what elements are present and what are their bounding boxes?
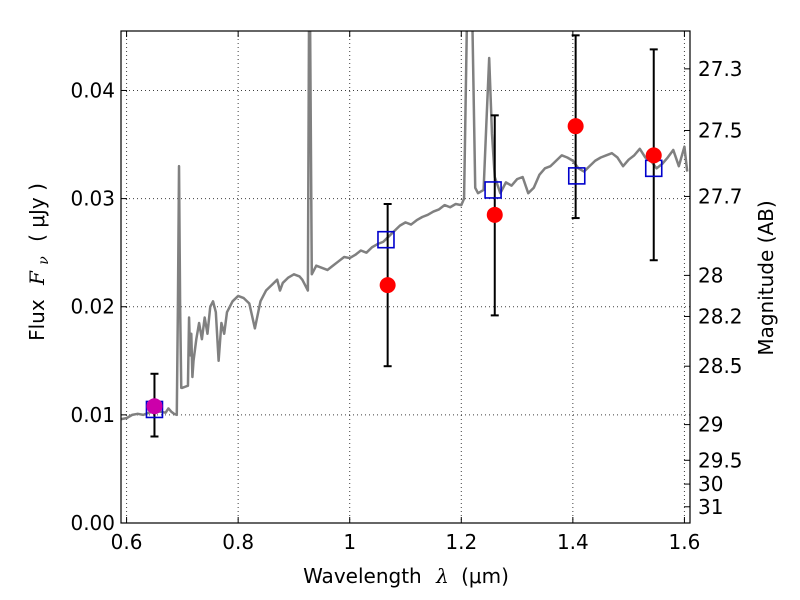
x-tick-label-5: 1.6	[669, 530, 701, 554]
x-tick-label-1: 0.8	[222, 530, 254, 554]
model-square-3	[567, 167, 586, 185]
y-tick-label-2: 0.02	[70, 295, 115, 319]
magnitude-tick-label-7: 29.5	[698, 448, 743, 472]
y-tick-label-0: 0.00	[70, 511, 115, 535]
observed-point-3	[567, 118, 584, 135]
y-axis-label: Flux F ν ( μJy )	[25, 183, 53, 341]
magnitude-tick-label-2: 27.7	[698, 184, 743, 208]
model-spectrum-line	[121, 31, 689, 421]
y-tick-label-3: 0.03	[70, 187, 115, 211]
magnitude-tick-label-1: 27.5	[698, 118, 743, 142]
x-tick-label-3: 1.2	[445, 530, 477, 554]
y-tick-label-4: 0.04	[70, 78, 115, 102]
magnitude-tick-label-5: 28.5	[698, 354, 743, 378]
observed-point-0	[146, 398, 163, 415]
plot-border	[120, 30, 691, 524]
x-tick-label-2: 1	[343, 530, 356, 554]
model-square-2	[484, 181, 502, 199]
plot-frame	[120, 30, 691, 524]
model-photometry-squares	[145, 159, 663, 419]
x-tick-label-4: 1.4	[557, 530, 589, 554]
y-axis-ticks: 0.00 0.01 0.02 0.03 0.04	[70, 78, 127, 535]
x-axis-label: Wavelength λ (μm)	[303, 564, 509, 588]
observed-photometry-points	[146, 118, 662, 415]
magnitude-axis-label: Magnitude (AB)	[754, 200, 778, 355]
magnitude-tick-label-9: 31	[698, 495, 723, 519]
y-tick-label-1: 0.01	[70, 403, 115, 427]
magnitude-tick-label-4: 28.2	[698, 304, 743, 328]
magnitude-tick-label-0: 27.3	[698, 57, 743, 81]
magnitude-tick-label-3: 28	[698, 263, 723, 287]
observed-point-2	[486, 206, 503, 223]
grid-lines	[121, 31, 690, 524]
magnitude-tick-label-6: 29	[698, 413, 723, 437]
spectrum-path	[121, 31, 689, 421]
error-bars	[150, 34, 658, 438]
x-axis-ticks: 0.6 0.8 1 1.2 1.4 1.6	[111, 31, 701, 554]
observed-point-4	[645, 147, 662, 164]
magnitude-tick-label-8: 30	[698, 472, 723, 496]
x-tick-label-0: 0.6	[111, 530, 143, 554]
observed-point-1	[379, 277, 396, 294]
model-square-1	[377, 230, 395, 249]
